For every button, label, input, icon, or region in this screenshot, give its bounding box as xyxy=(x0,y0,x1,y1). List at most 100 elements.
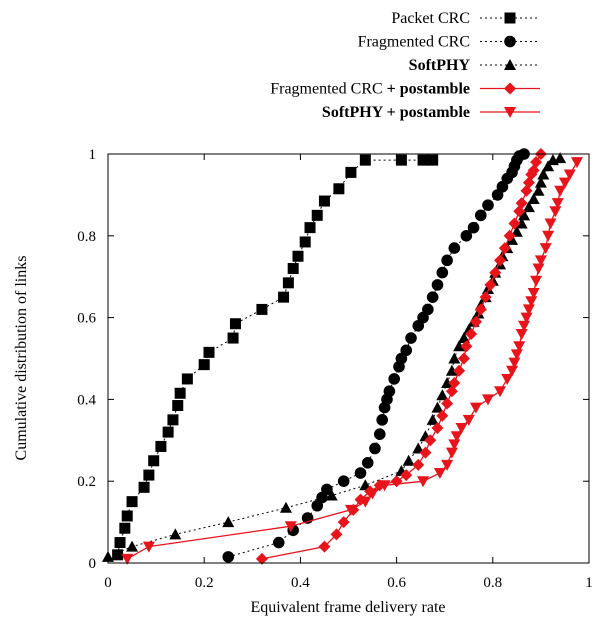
data-point xyxy=(256,303,268,315)
data-point xyxy=(436,409,449,422)
series-line xyxy=(117,159,433,555)
data-point xyxy=(354,467,367,479)
x-tick-label: 0.6 xyxy=(387,575,406,591)
y-tick-label: 0.8 xyxy=(77,229,96,245)
data-point xyxy=(424,434,437,447)
data-point xyxy=(321,483,333,496)
data-point xyxy=(373,428,386,440)
data-point xyxy=(515,328,528,340)
data-point xyxy=(337,516,350,529)
data-point xyxy=(494,254,507,267)
data-point xyxy=(405,332,417,344)
data-point xyxy=(422,303,434,316)
data-point xyxy=(527,192,540,204)
data-point xyxy=(549,206,562,218)
data-point xyxy=(534,176,547,188)
legend-entry: Fragmented CRC xyxy=(358,34,540,51)
series-square xyxy=(112,154,439,561)
y-tick-label: 0 xyxy=(89,556,97,572)
data-point xyxy=(518,320,531,332)
data-point xyxy=(506,365,519,377)
data-point xyxy=(445,364,458,376)
legend-label-part: Packet CRC xyxy=(391,10,470,27)
data-point xyxy=(383,385,396,398)
data-point xyxy=(427,154,439,166)
data-point xyxy=(481,394,494,406)
legend-label-part: SoftPHY xyxy=(409,57,471,74)
data-point xyxy=(515,217,528,229)
x-axis-title: Equivalent frame delivery rate xyxy=(250,599,445,616)
data-point xyxy=(433,468,446,480)
series-layer xyxy=(102,148,583,565)
data-point xyxy=(330,528,343,541)
data-point xyxy=(525,296,538,308)
data-point xyxy=(299,236,311,248)
data-point xyxy=(563,169,576,181)
data-point xyxy=(503,229,516,242)
data-point xyxy=(325,489,338,501)
data-point xyxy=(431,401,444,413)
data-point xyxy=(114,537,126,549)
legend-label: SoftPHY xyxy=(409,57,471,74)
data-point xyxy=(453,364,466,377)
data-point xyxy=(272,536,285,549)
data-point xyxy=(522,304,535,316)
data-point xyxy=(554,185,567,197)
legend-marker xyxy=(504,82,516,95)
series-triangle-up xyxy=(102,152,567,562)
data-point xyxy=(448,352,461,364)
data-point xyxy=(198,359,210,371)
data-point xyxy=(474,303,487,316)
data-point xyxy=(121,553,134,565)
y-axis-title: Cumulative distribution of links xyxy=(13,256,30,461)
legend-label: Fragmented CRC + postamble xyxy=(270,81,470,98)
legend-label-part: SoftPHY + postamble xyxy=(322,104,470,121)
data-point xyxy=(142,541,155,553)
data-point xyxy=(426,291,439,303)
data-point xyxy=(469,402,482,414)
legend-label: Packet CRC xyxy=(391,10,470,27)
legend-label: SoftPHY + postamble xyxy=(322,104,470,121)
data-point xyxy=(121,510,133,522)
data-point xyxy=(419,446,432,459)
data-point xyxy=(534,255,547,267)
data-point xyxy=(498,242,511,255)
data-point xyxy=(482,199,494,211)
data-point xyxy=(455,423,468,435)
data-point xyxy=(229,318,241,330)
plot-frame xyxy=(107,153,590,564)
data-point xyxy=(417,476,430,488)
data-point xyxy=(489,266,502,279)
legend-label-part: Fragmented CRC xyxy=(358,34,470,51)
data-point xyxy=(333,183,345,195)
data-point xyxy=(520,312,533,324)
data-point xyxy=(344,504,357,516)
data-point xyxy=(448,377,461,390)
data-point xyxy=(279,501,292,513)
data-point xyxy=(172,400,184,412)
data-point xyxy=(181,373,193,385)
data-point xyxy=(457,332,470,344)
y-tick-label: 0.4 xyxy=(77,392,96,408)
data-point xyxy=(445,447,458,459)
data-point xyxy=(400,469,413,482)
data-point xyxy=(530,156,543,169)
data-point xyxy=(513,341,526,353)
data-point xyxy=(441,459,454,471)
legend-label-part: Fragmented CRC xyxy=(270,81,382,98)
data-point xyxy=(448,242,461,254)
x-tick-label: 0.8 xyxy=(483,575,502,591)
data-point xyxy=(345,166,357,178)
data-point xyxy=(431,422,444,435)
data-point xyxy=(518,209,531,221)
data-point xyxy=(203,346,215,358)
y-tick-label: 1 xyxy=(89,147,97,163)
data-point xyxy=(390,475,403,488)
data-point xyxy=(441,377,454,389)
data-point xyxy=(148,455,160,467)
data-point xyxy=(412,458,425,471)
x-tick-label: 0 xyxy=(104,575,112,591)
data-point xyxy=(138,481,150,493)
data-point xyxy=(448,439,461,451)
